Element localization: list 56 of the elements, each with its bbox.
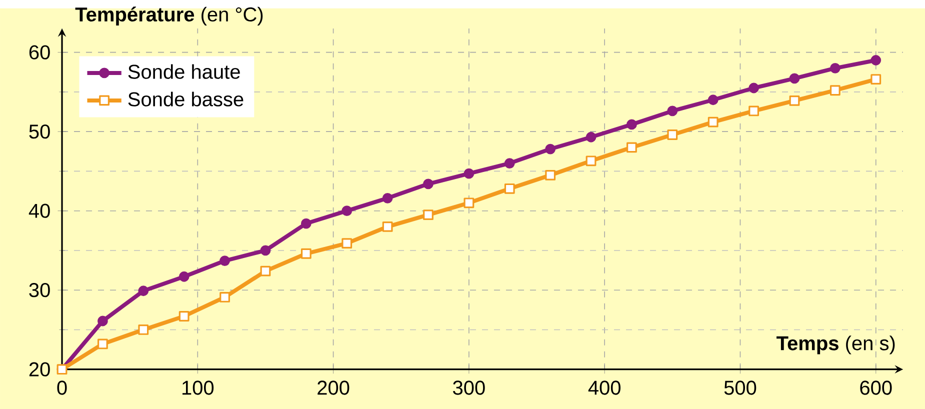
point (504, 183, 515, 194)
point (98, 316, 108, 326)
point (220, 255, 230, 266)
point (626, 119, 637, 130)
x-tick-label: 200 (318, 380, 350, 395)
y-tick-label: 30 (29, 282, 50, 297)
x-tick-label: 100 (182, 380, 214, 395)
y-tick-label: 60 (29, 45, 50, 60)
point (382, 221, 393, 232)
point (342, 205, 352, 216)
point (382, 192, 393, 204)
point (300, 218, 312, 229)
point (260, 245, 271, 256)
point (178, 310, 190, 322)
point (748, 82, 759, 94)
point (789, 73, 800, 84)
x-tick-label: 600 (860, 380, 892, 395)
point (830, 84, 840, 96)
point (138, 324, 149, 335)
point (667, 129, 678, 140)
point (220, 292, 230, 302)
x-axis-title: Temps (en s) (776, 335, 895, 354)
x-tick-label: 500 (724, 380, 756, 395)
point (98, 338, 108, 350)
y-tick-label: 40 (28, 204, 50, 218)
x-tick-label: 0 (57, 380, 67, 395)
point (178, 271, 190, 282)
point (423, 178, 434, 189)
point (870, 74, 882, 84)
point (748, 106, 759, 116)
x-tick-label: 400 (588, 380, 620, 395)
point (545, 144, 556, 154)
legend-label: Sonde basse (128, 92, 244, 106)
point (342, 238, 352, 248)
point (789, 95, 800, 106)
point (464, 168, 474, 179)
point (830, 62, 840, 74)
point (545, 170, 556, 180)
point (708, 94, 718, 105)
point (667, 106, 678, 116)
point (586, 156, 596, 166)
point (464, 198, 474, 208)
y-tick-label: 50 (29, 124, 50, 138)
point (626, 142, 637, 152)
point (138, 286, 149, 296)
point (423, 209, 434, 220)
point (870, 54, 882, 66)
y-tick-label: 20 (29, 362, 50, 376)
y-axis-title: Température (en °C) (75, 6, 263, 26)
point (708, 116, 718, 128)
point (260, 266, 271, 276)
point (586, 132, 596, 142)
point (504, 158, 515, 168)
legend-label: Sonde haute (128, 64, 240, 79)
x-tick-label: 300 (453, 380, 485, 395)
point (300, 248, 312, 259)
